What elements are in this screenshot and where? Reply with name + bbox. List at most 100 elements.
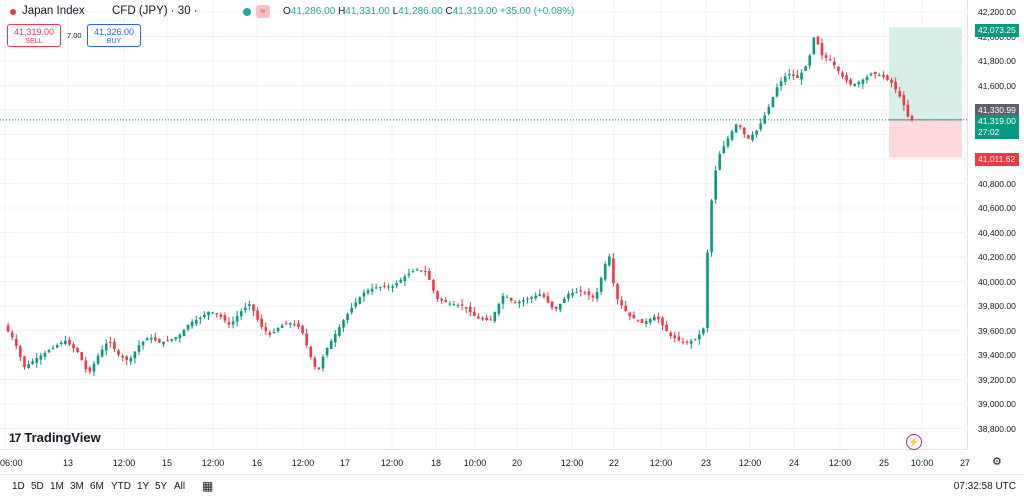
candle-body <box>403 276 407 282</box>
close-value: 41,319.00 <box>452 6 498 17</box>
tradingview-mark-icon: 17 <box>9 431 21 445</box>
range-button-1d[interactable]: 1D <box>12 481 25 492</box>
time-tick-label: 15 <box>161 458 173 468</box>
candle-body <box>828 59 832 61</box>
time-tick-label: 12:00 <box>112 458 136 468</box>
candle-body <box>787 73 791 76</box>
candle-body <box>186 324 190 330</box>
time-tick-label: 18 <box>430 458 442 468</box>
interval-label[interactable]: CFD (JPY) · 30 · <box>112 5 198 17</box>
candle-body <box>452 304 456 306</box>
data-status-icon[interactable] <box>243 8 251 16</box>
price-tick-label: 41,600.00 <box>978 80 1016 91</box>
candle-body <box>407 273 411 276</box>
chart-pane[interactable] <box>0 0 968 449</box>
candle-body <box>268 332 272 335</box>
candle-body <box>861 79 865 84</box>
range-button-ytd[interactable]: YTD <box>111 481 131 492</box>
candle-body <box>248 304 251 306</box>
price-axis[interactable]: 42,200.0042,000.0041,800.0041,600.0041,4… <box>968 0 1024 449</box>
candle-body <box>796 75 799 78</box>
candle-body <box>734 124 738 133</box>
candle-body <box>14 339 18 347</box>
candle-body <box>681 341 685 343</box>
candle-body <box>436 291 439 300</box>
candle-body <box>894 81 897 90</box>
tradingview-logo[interactable]: 17 TradingView <box>9 430 101 445</box>
candle-body <box>599 277 603 292</box>
price-tick-label: 40,400.00 <box>978 227 1016 238</box>
candle-body <box>509 298 513 301</box>
candle-body <box>309 346 313 358</box>
candle-body <box>755 130 758 135</box>
settings-gear-icon[interactable]: ⚙ <box>992 456 1002 468</box>
last-price-badge: 41,319.00 27:02 <box>975 115 1019 139</box>
candle-body <box>853 83 857 86</box>
candle-body <box>698 334 701 340</box>
candle-body <box>366 290 370 294</box>
candle-body <box>648 318 652 323</box>
candle-body <box>399 279 403 283</box>
take-profit-badge[interactable]: 42,073.25 <box>975 24 1019 37</box>
time-tick-label: 25 <box>878 458 890 468</box>
candle-body <box>644 321 648 324</box>
candle-body <box>820 43 824 56</box>
time-tick-label: 06:00 <box>0 458 23 468</box>
time-tick-label: 13 <box>62 458 74 468</box>
candle-body <box>563 298 566 303</box>
candle-body <box>714 170 717 200</box>
lightning-icon[interactable]: ⚡ <box>906 434 922 450</box>
candle-body <box>669 332 672 337</box>
range-button-1y[interactable]: 1Y <box>137 481 150 492</box>
symbol-title[interactable]: Japan Index <box>22 5 85 17</box>
calendar-goto-icon[interactable]: ▦ <box>202 479 214 493</box>
candle-body <box>530 297 533 299</box>
stop-loss-badge[interactable]: 41,011.62 <box>975 153 1019 166</box>
sell-price: 41,319.00 <box>13 27 55 37</box>
candle-body <box>133 351 137 359</box>
candle-body <box>92 363 96 372</box>
candle-body <box>571 292 574 296</box>
candle-body <box>518 301 521 304</box>
candle-body <box>636 320 640 322</box>
buy-button[interactable]: 41,326.00 BUY <box>87 24 141 47</box>
bar-countdown: 27:02 <box>978 127 1000 137</box>
candle-body <box>661 317 664 326</box>
range-button-6m[interactable]: 6M <box>90 481 104 492</box>
candle-body <box>6 325 10 332</box>
candle-body <box>812 37 816 54</box>
time-tick-label: 10:00 <box>463 458 487 468</box>
candle-body <box>47 350 51 353</box>
time-tick-label: 22 <box>608 458 620 468</box>
range-button-5d[interactable]: 5D <box>31 481 44 492</box>
time-axis[interactable]: 06:00 13 12:00 15 12:00 16 12:00 17 12:00 18 10:00… <box>0 449 970 474</box>
candle-body <box>239 311 243 317</box>
price-tick-label: 42,200.00 <box>978 7 1016 17</box>
range-button-1m[interactable]: 1M <box>50 481 64 492</box>
candle-body <box>35 358 39 363</box>
candle-body <box>759 123 762 130</box>
time-tick-label: 12:00 <box>560 458 584 468</box>
range-button-3m[interactable]: 3M <box>70 481 84 492</box>
utc-clock[interactable]: 07:32:58 UTC <box>953 481 1016 492</box>
price-chart[interactable] <box>0 0 968 449</box>
candle-body <box>640 318 644 323</box>
candle-body <box>358 297 362 304</box>
candle-body <box>231 321 235 325</box>
candle-body <box>583 292 587 294</box>
candle-body <box>154 337 157 341</box>
candle-body <box>68 339 71 345</box>
candle-body <box>215 313 218 315</box>
range-button-5y[interactable]: 5Y <box>155 481 168 492</box>
wave-icon[interactable]: ≈ <box>256 5 270 18</box>
candle-body <box>718 154 722 170</box>
candle-body <box>423 271 427 273</box>
sell-button[interactable]: 41,319.00 SELL <box>7 24 61 47</box>
candle-body <box>59 342 63 345</box>
last-price-value: 41,319.00 <box>978 116 1016 126</box>
range-button-all[interactable]: All <box>174 481 186 492</box>
candle-body <box>693 338 697 340</box>
market-status-dot-icon <box>10 9 16 15</box>
candle-body <box>432 279 435 291</box>
time-tick-label: 10:00 <box>910 458 934 468</box>
